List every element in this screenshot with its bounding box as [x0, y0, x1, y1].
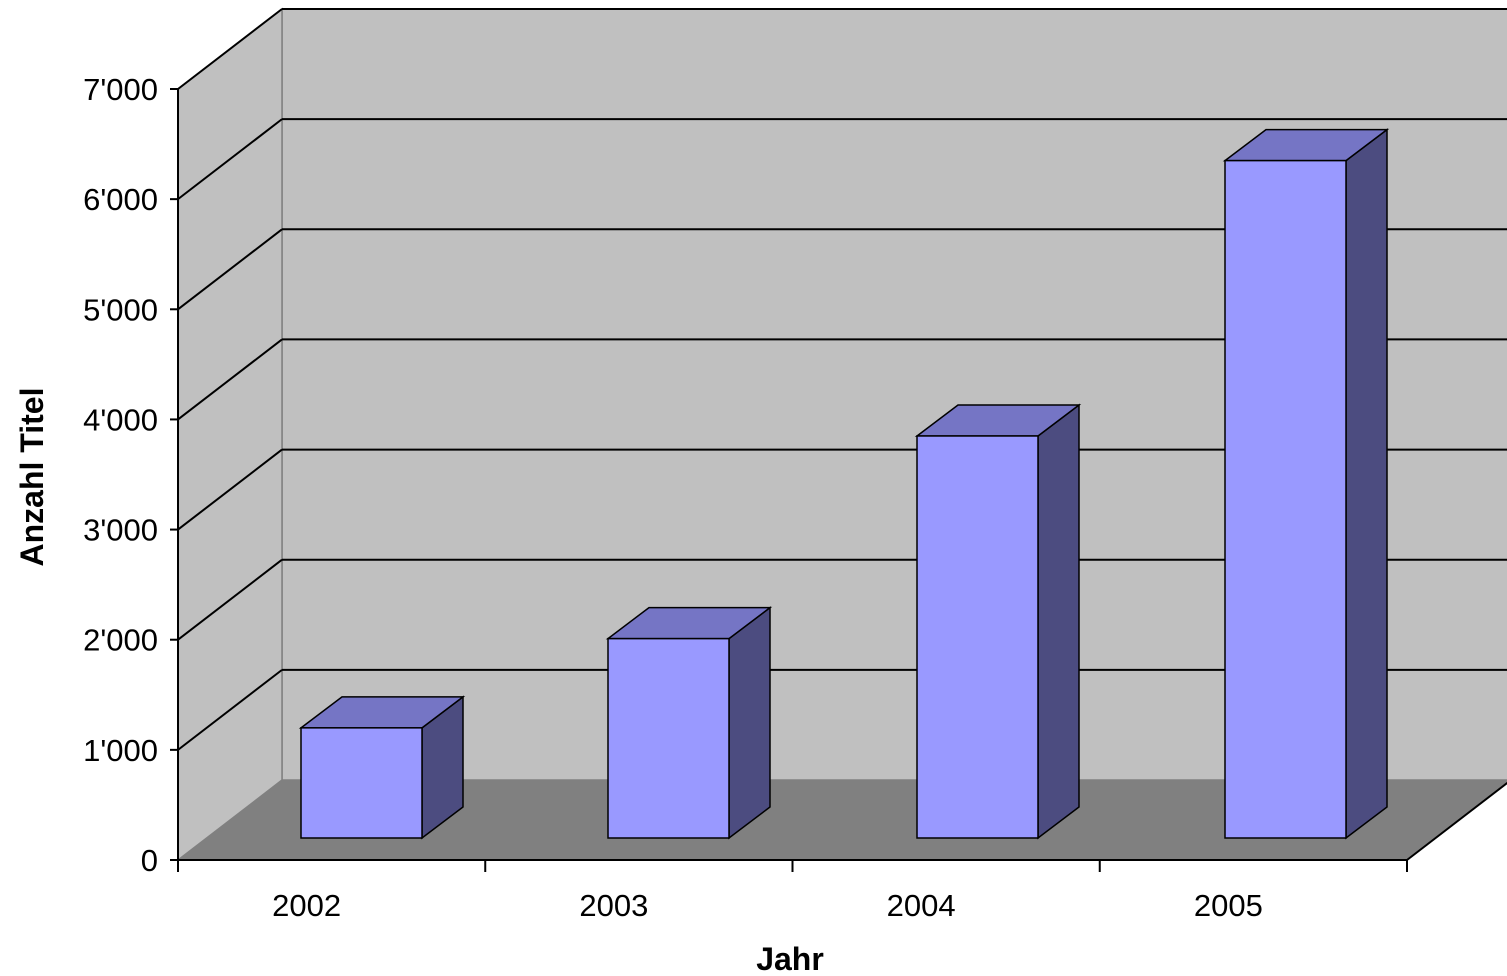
bar-front-face — [916, 435, 1039, 839]
gridline-side — [177, 558, 283, 641]
floor-edge-line — [1406, 781, 1507, 861]
y-axis-title: Anzahl Titel — [14, 388, 50, 567]
x-tick-label: 2004 — [887, 888, 956, 923]
gridline-side — [177, 8, 283, 90]
x-tick-labels: 2002 2003 2004 2005 — [272, 888, 1263, 923]
bar-side-face — [1037, 403, 1080, 840]
gridline-side — [177, 448, 283, 531]
y-tick-label: 3'000 — [83, 513, 158, 548]
bar-2004 — [914, 403, 1082, 840]
y-tick-label: 2'000 — [83, 623, 158, 658]
bars — [298, 128, 1390, 840]
bar-front-face — [607, 637, 730, 839]
y-tick-label: 6'000 — [83, 182, 158, 217]
gridline-side — [177, 228, 283, 311]
bar-2003 — [605, 606, 773, 840]
x-axis-title: Jahr — [756, 941, 824, 976]
y-tick-label: 4'000 — [83, 402, 158, 437]
y-tick-label: 7'000 — [83, 72, 158, 107]
y-tick-label: 0 — [141, 843, 158, 878]
y-tick-label: 5'000 — [83, 292, 158, 327]
x-tick-label: 2002 — [272, 888, 341, 923]
bar-2005 — [1222, 128, 1390, 840]
x-tick-label: 2003 — [579, 888, 648, 923]
bar-front-face — [1224, 159, 1347, 839]
y-tick-label: 1'000 — [83, 733, 158, 768]
gridline-side — [177, 669, 283, 751]
bar-side-face — [1345, 128, 1388, 840]
bar-2002 — [298, 695, 466, 840]
chart-walls — [177, 7, 1507, 862]
bar-side-face — [728, 606, 771, 840]
y-tick-labels: 0 1'000 2'000 3'000 4'000 5'000 6'000 7'000 — [83, 72, 158, 878]
side-wall — [177, 7, 283, 862]
gridline-side — [177, 338, 283, 421]
floor — [178, 780, 1507, 860]
gridline-side — [177, 118, 283, 200]
x-tick-label: 2005 — [1194, 888, 1263, 923]
axes — [170, 88, 1507, 872]
bar-front-face — [300, 727, 423, 839]
